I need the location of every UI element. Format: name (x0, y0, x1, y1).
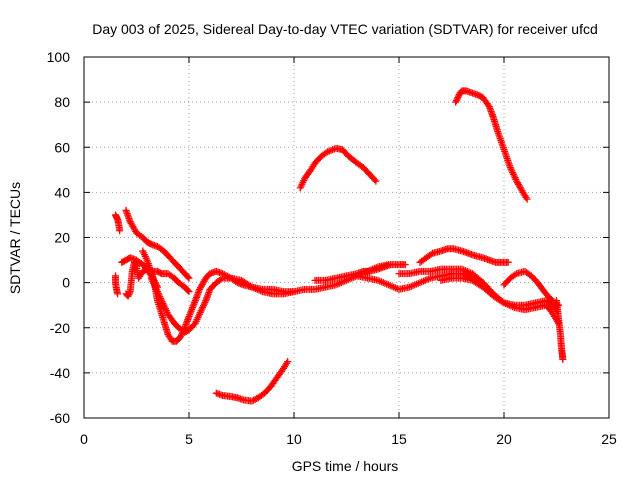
y-tick-label: 60 (54, 139, 70, 155)
data-point (284, 358, 292, 366)
data-point (511, 271, 519, 279)
data-point (125, 291, 133, 299)
data-point (401, 261, 409, 269)
x-axis-label: GPS time / hours (292, 458, 399, 474)
data-point (454, 94, 462, 102)
data-point (124, 292, 132, 300)
data-point (132, 261, 140, 269)
y-tick-label: -20 (50, 320, 70, 336)
data-point (325, 147, 333, 155)
data-series-arc-o (452, 87, 531, 203)
y-tick-label: 100 (47, 49, 71, 65)
x-tick-label: 15 (391, 431, 407, 447)
data-point (126, 289, 133, 297)
data-point (184, 287, 192, 295)
data-series-arc-l (395, 265, 563, 327)
data-point (499, 298, 506, 306)
data-point (452, 97, 460, 105)
y-tick-label: 80 (54, 94, 70, 110)
y-tick-label: 0 (62, 275, 70, 291)
data-series-arc-b (112, 211, 124, 235)
data-point (114, 290, 122, 298)
plot-frame (83, 56, 610, 419)
data-point (290, 288, 298, 296)
data-point (185, 274, 193, 282)
data-point (452, 98, 460, 106)
data-series-arc-a (112, 272, 122, 298)
data-point (371, 176, 379, 184)
data-point (504, 258, 512, 266)
data-points (112, 87, 567, 405)
data-series-arc-j (311, 261, 409, 284)
chart-title: Day 003 of 2025, Sidereal Day-to-day VTE… (92, 21, 598, 37)
data-point (484, 101, 492, 109)
data-point (523, 195, 531, 203)
data-point (327, 146, 335, 154)
y-tick-label: -60 (50, 410, 70, 426)
data-point (455, 92, 462, 100)
data-series-arc-m (416, 245, 512, 266)
data-series-arc-g (147, 274, 298, 336)
y-axis-label: SDTVAR / TECUs (7, 182, 23, 294)
data-point (116, 227, 124, 235)
data-point (559, 355, 567, 363)
y-tick-label: 20 (54, 230, 70, 246)
data-point (329, 146, 337, 154)
grid-lines (84, 57, 609, 418)
data-point (453, 95, 461, 103)
x-tick-label: 10 (286, 431, 302, 447)
x-tick-label: 25 (601, 431, 617, 447)
data-series-arc-q (553, 297, 567, 363)
axis-ticks: 0 5 10 15 20 25 -60 -40 -20 0 20 40 60 80 100 (47, 49, 617, 447)
x-tick-label: 5 (185, 431, 193, 447)
x-tick-label: 0 (80, 431, 88, 447)
y-tick-label: 40 (54, 184, 70, 200)
data-point (184, 273, 192, 281)
data-point (372, 177, 380, 185)
data-series-arc-n (437, 274, 560, 314)
data-series-arc-h (212, 358, 292, 405)
data-point (427, 250, 435, 258)
data-series-arc-d (122, 206, 193, 282)
data-point (217, 275, 225, 283)
data-point (324, 148, 332, 156)
y-tick-label: -40 (50, 365, 70, 381)
data-point (185, 288, 193, 296)
data-series-arc-i (296, 144, 380, 192)
x-tick-label: 20 (496, 431, 512, 447)
